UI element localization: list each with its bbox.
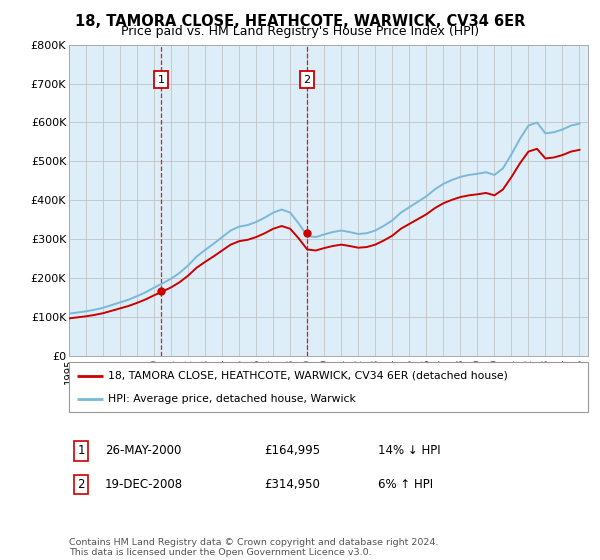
Text: £314,950: £314,950 [264, 478, 320, 491]
Text: 1: 1 [157, 75, 164, 85]
Text: £164,995: £164,995 [264, 444, 320, 458]
Text: Contains HM Land Registry data © Crown copyright and database right 2024.
This d: Contains HM Land Registry data © Crown c… [69, 538, 439, 557]
Text: 2: 2 [77, 478, 85, 491]
Text: Price paid vs. HM Land Registry's House Price Index (HPI): Price paid vs. HM Land Registry's House … [121, 25, 479, 38]
Text: 18, TAMORA CLOSE, HEATHCOTE, WARWICK, CV34 6ER: 18, TAMORA CLOSE, HEATHCOTE, WARWICK, CV… [75, 14, 525, 29]
Text: 18, TAMORA CLOSE, HEATHCOTE, WARWICK, CV34 6ER (detached house): 18, TAMORA CLOSE, HEATHCOTE, WARWICK, CV… [108, 371, 508, 381]
Text: 2: 2 [303, 75, 310, 85]
Text: HPI: Average price, detached house, Warwick: HPI: Average price, detached house, Warw… [108, 394, 356, 404]
Text: 1: 1 [77, 444, 85, 458]
Text: 6% ↑ HPI: 6% ↑ HPI [378, 478, 433, 491]
FancyBboxPatch shape [69, 362, 588, 412]
Text: 26-MAY-2000: 26-MAY-2000 [105, 444, 181, 458]
Text: 19-DEC-2008: 19-DEC-2008 [105, 478, 183, 491]
Text: 14% ↓ HPI: 14% ↓ HPI [378, 444, 440, 458]
